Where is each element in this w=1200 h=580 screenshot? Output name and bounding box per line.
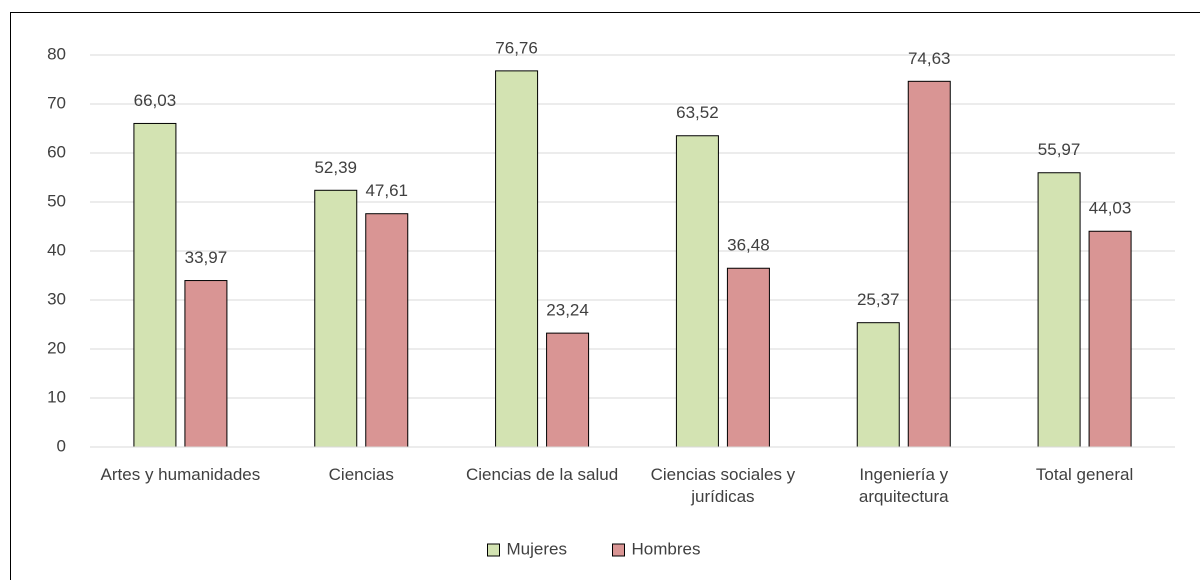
y-tick-label: 0 (57, 436, 66, 455)
legend-swatch (487, 543, 500, 557)
data-label: 25,37 (857, 290, 900, 309)
legend-label: Mujeres (507, 539, 567, 558)
y-tick-label: 20 (47, 338, 66, 357)
bar (1088, 230, 1132, 448)
legend-swatch (612, 543, 625, 557)
data-label: 23,24 (546, 301, 589, 320)
data-label: 36,48 (727, 236, 770, 255)
bar (495, 70, 539, 448)
bar (675, 135, 719, 448)
data-label: 47,61 (365, 181, 408, 200)
data-label: 74,63 (908, 49, 951, 68)
bar (1037, 172, 1081, 448)
y-tick-label: 60 (47, 142, 66, 161)
y-tick-label: 40 (47, 240, 66, 259)
x-tick-label: Ingeniería y arquitectura (858, 465, 949, 506)
bar (726, 267, 770, 448)
chart-border (10, 12, 1200, 580)
data-label: 76,76 (495, 38, 538, 57)
data-label: 52,39 (314, 158, 357, 177)
data-label: 33,97 (185, 248, 228, 267)
x-tick-label: Ciencias de la salud (466, 465, 619, 484)
bar (856, 322, 900, 448)
bar (907, 80, 951, 448)
x-tick-label: Ciencias (328, 465, 394, 484)
y-tick-label: 10 (47, 387, 66, 406)
x-tick-label: Ciencias sociales y jurídicas (650, 465, 796, 506)
y-tick-label: 30 (47, 289, 66, 308)
bar (184, 280, 228, 448)
x-tick-label: Total general (1035, 465, 1134, 484)
data-label: 55,97 (1038, 140, 1081, 159)
bar (133, 122, 177, 448)
y-tick-label: 70 (47, 93, 66, 112)
y-tick-label: 50 (47, 191, 66, 210)
bar (546, 332, 590, 448)
y-tick-label: 80 (47, 44, 66, 63)
legend-label: Hombres (632, 539, 701, 558)
data-label: 66,03 (134, 91, 177, 110)
data-label: 44,03 (1089, 199, 1132, 218)
bar (314, 189, 358, 448)
bar (365, 213, 409, 448)
data-label: 63,52 (676, 103, 719, 122)
x-tick-label: Artes y humanidades (100, 465, 261, 484)
